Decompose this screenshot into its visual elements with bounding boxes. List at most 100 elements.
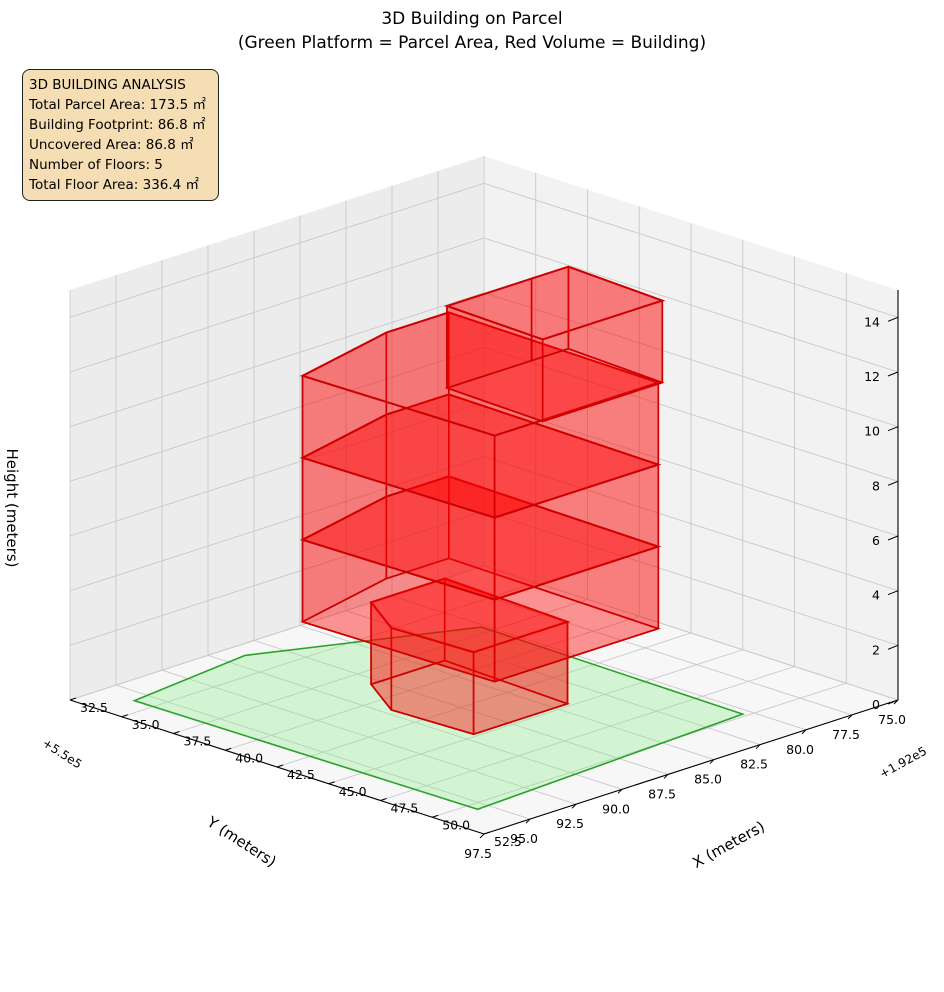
z-tick: [887, 535, 899, 541]
gridline-x: [380, 666, 795, 801]
z-tick-label: 14: [864, 314, 880, 329]
x-tick-label: 52.5: [494, 834, 522, 849]
y-axis-line: [483, 699, 899, 835]
z-tick: [887, 480, 899, 486]
z-tick: [887, 590, 899, 596]
y-tick: [479, 833, 485, 839]
tick-labels: 32.5 35.0 37.5 40.0 42.5 45.0 47.5 50.0 52.5 75.0…: [69, 314, 906, 861]
y-tick-label: 85.0: [694, 772, 722, 787]
analysis-box: 3D BUILDING ANALYSIS Total Parcel Area: …: [22, 69, 219, 201]
parcel-layer: [132, 626, 746, 811]
x-tick-label: 35.0: [132, 717, 160, 732]
z-tick: [887, 371, 899, 377]
y-tick: [847, 714, 853, 720]
analysis-line: Total Floor Area: 336.4 ㎡: [29, 177, 200, 193]
y-tick-label: 97.5: [464, 846, 492, 861]
x-tick-label: 50.0: [442, 817, 470, 832]
gridline-y: [161, 669, 577, 805]
x-offset-label: +1.92e5: [877, 744, 929, 781]
floor-top: [369, 577, 571, 654]
x-tick: [173, 731, 180, 734]
x-tick: [432, 814, 439, 818]
analysis-line: Uncovered Area: 86.8 ㎡: [29, 137, 194, 153]
z-tick: [887, 699, 899, 705]
gridline-z: [483, 182, 899, 318]
gridline-x: [432, 682, 847, 818]
y-tick: [801, 729, 807, 735]
gridline-x: [328, 649, 743, 785]
gridline-x: [225, 615, 640, 751]
analysis-heading: 3D BUILDING ANALYSIS: [29, 77, 186, 93]
analysis-line: Number of Floors: 5: [29, 157, 163, 173]
floor-top: [443, 265, 666, 341]
gridline-y: [207, 654, 623, 790]
y-tick-label: 92.5: [556, 816, 584, 831]
x-tick: [69, 697, 77, 701]
y-tick: [617, 788, 623, 794]
gridline-y: [345, 610, 761, 746]
chart-title: 3D Building on Parcel: [381, 9, 563, 29]
x-tick-label: 47.5: [391, 801, 419, 816]
gridline-y: [437, 580, 853, 716]
gridline-z: [483, 565, 899, 701]
gridline-x: [173, 599, 588, 734]
floor-bottom: [300, 475, 661, 601]
gridline-z: [483, 237, 899, 373]
floor-bottom: [444, 347, 665, 423]
gridline-z: [483, 401, 899, 537]
building-floor: [299, 311, 662, 519]
y-tick-label: 75.0: [878, 712, 906, 727]
z-tick-label: 2: [872, 642, 880, 657]
y-tick: [571, 803, 577, 809]
y-offset-label: +5.5e5: [40, 736, 85, 772]
x-tick: [380, 798, 387, 801]
z-tick: [887, 316, 899, 322]
x-tick-label: 32.5: [80, 700, 108, 715]
gridline-z: [69, 346, 485, 482]
analysis-line: Total Parcel Area: 173.5 ㎡: [29, 97, 206, 113]
gridline-y: [253, 640, 669, 775]
x-tick: [483, 831, 491, 835]
z-tick-label: 0: [872, 697, 880, 712]
y-tick-label: 82.5: [740, 757, 768, 772]
y-tick-label: 87.5: [648, 786, 676, 801]
analysis-line: Building Footprint: 86.8 ㎡: [29, 117, 206, 133]
floor-bottom: [369, 659, 570, 736]
z-tick: [887, 426, 899, 432]
gridline-y: [391, 595, 807, 731]
y-tick: [755, 744, 761, 750]
z-tick-label: 4: [872, 588, 880, 603]
gridline-z: [69, 456, 485, 592]
gridline-z: [483, 346, 899, 482]
x-tick: [225, 747, 232, 751]
y-tick: [663, 774, 669, 779]
y-tick-label: 80.0: [786, 742, 814, 757]
floor-top: [299, 311, 662, 437]
z-tick: [887, 644, 899, 650]
z-tick-label: 12: [864, 369, 880, 384]
gridline-z: [69, 237, 485, 373]
y-tick: [709, 759, 715, 764]
y-tick-label: 90.0: [602, 801, 630, 816]
building-floor: [369, 577, 571, 736]
floor-bottom: [300, 393, 661, 519]
parcel-polygon: [132, 626, 746, 811]
z-tick-label: 8: [872, 478, 880, 493]
x-axis-label: X (meters): [689, 817, 767, 871]
gridline-z: [483, 510, 899, 646]
gridline-x: [121, 582, 536, 718]
floor-bottom: [300, 557, 661, 683]
building-layer: [299, 265, 666, 736]
x-tick: [276, 764, 284, 768]
building-floor: [443, 265, 666, 423]
gridline-z: [69, 401, 485, 537]
x-tick-label: 42.5: [287, 767, 315, 782]
z-axis-label: Height (meters): [3, 449, 21, 568]
gridline-x: [276, 632, 692, 768]
gridline-z: [483, 292, 899, 428]
chart-subtitle: (Green Platform = Parcel Area, Red Volum…: [237, 33, 707, 53]
y-tick-label: 77.5: [832, 727, 860, 742]
gridline-z: [483, 456, 899, 592]
y-axis-label: Y (meters): [203, 812, 280, 870]
